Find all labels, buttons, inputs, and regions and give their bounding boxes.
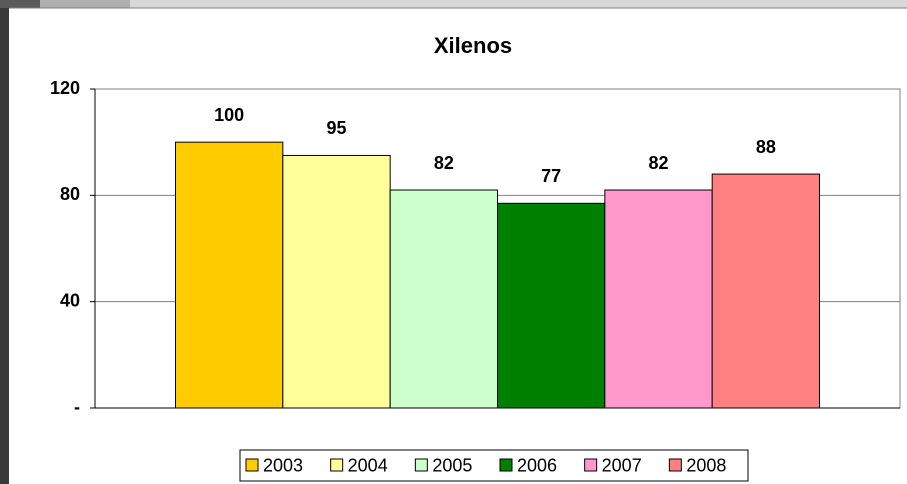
chart-title: Xilenos <box>434 33 512 58</box>
window-frame-corner <box>0 0 40 8</box>
bar <box>389 189 498 409</box>
value-label: 77 <box>541 166 561 186</box>
legend-swatch <box>245 458 259 472</box>
value-label: 100 <box>214 105 244 125</box>
legend-swatch <box>584 458 598 472</box>
legend-swatch <box>499 458 513 472</box>
value-label: 95 <box>326 118 346 138</box>
legend-label: 2006 <box>517 455 557 475</box>
legend-label: 2004 <box>348 455 388 475</box>
bar <box>175 141 284 409</box>
bar <box>497 202 606 409</box>
legend-swatch <box>668 458 682 472</box>
window-tab <box>40 0 130 8</box>
y-tick-label: - <box>74 397 80 417</box>
legend-label: 2008 <box>686 455 726 475</box>
value-label: 82 <box>648 153 668 173</box>
y-tick-label: 120 <box>50 78 80 98</box>
legend-box <box>239 449 749 482</box>
legend-swatch <box>414 458 428 472</box>
legend-label: 2007 <box>602 455 642 475</box>
legend-label: 2003 <box>263 455 303 475</box>
window-frame-left <box>0 0 9 484</box>
y-tick-label: 40 <box>60 290 80 310</box>
legend-label: 2005 <box>432 455 472 475</box>
window-frame-top <box>9 0 907 8</box>
value-label: 88 <box>756 137 776 157</box>
y-tick-label: 80 <box>60 184 80 204</box>
bar <box>282 154 391 409</box>
value-label: 82 <box>434 153 454 173</box>
bar <box>604 189 713 409</box>
bar <box>711 173 821 409</box>
legend-swatch <box>330 458 344 472</box>
